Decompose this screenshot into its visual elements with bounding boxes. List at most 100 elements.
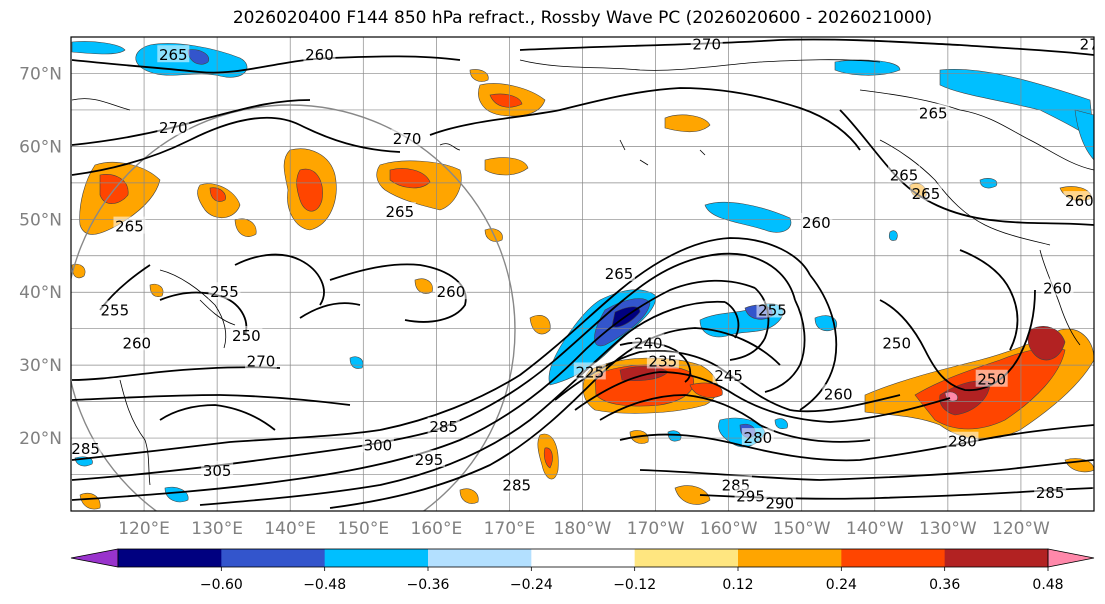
colorbar-ticks: −0.60 −0.48 −0.36 −0.24 −0.12 0.12 0.24 0.36 0.4…: [200, 567, 1064, 593]
colorbar-segment: [221, 549, 326, 567]
colorbar-tick-label: −0.48: [303, 577, 346, 593]
colorbar-outline: [117, 548, 1049, 568]
colorbar-tick-label: 0.36: [929, 577, 960, 593]
contour-label: 260: [1065, 192, 1094, 210]
contour-label-bg: [157, 45, 190, 63]
coastlines: [71, 59, 1094, 486]
contour-label: 280: [744, 429, 773, 447]
contour-label: 280: [948, 433, 977, 451]
contour-label-bg: [1092, 475, 1094, 493]
colorbar-tick-label: 0.24: [826, 577, 857, 593]
contour-label: 260: [1043, 280, 1072, 298]
refractivity-contours: [71, 38, 1094, 509]
contour-label: 265: [919, 105, 948, 123]
great-circle-outline: [71, 104, 516, 511]
colorbar-segment: [324, 549, 429, 567]
positive-anomaly-shading: [71, 69, 1094, 510]
contour-label-bg: [71, 439, 102, 457]
contour-label-bg: [1041, 278, 1074, 296]
longitude-label: 140°W: [846, 519, 904, 539]
colorbar-tick-label: −0.12: [613, 577, 656, 593]
colorbar-extend-min: [70, 548, 119, 568]
contour-label: 265: [605, 265, 634, 283]
contour-label: 255: [758, 301, 787, 319]
contour-label: 295: [736, 487, 765, 505]
contour-label-bg: [822, 384, 855, 402]
contour-label: 290: [765, 495, 794, 513]
longitude-label: 140°E: [264, 519, 316, 539]
contour-label: 285: [1036, 484, 1065, 502]
contour-label-bg: [1078, 37, 1094, 52]
contour-label: 285: [429, 418, 458, 436]
contour-label-bg: [98, 300, 131, 318]
contour-label-bg: [113, 216, 146, 234]
map-title: 2026020400 F144 850 hPa refract., Rossby…: [232, 8, 933, 28]
contour-label: 255: [101, 301, 130, 319]
colorbar-tick-label: −0.24: [510, 577, 553, 593]
longitude-label: 130°W: [919, 519, 977, 539]
graticule: [71, 37, 1094, 511]
colorbar-segment: [634, 549, 739, 567]
contour-label: 240: [634, 334, 663, 352]
contour-label: 285: [71, 440, 100, 458]
latitude-label: 60°N: [19, 137, 62, 157]
contour-label: 285: [502, 476, 531, 494]
colorbar-tick-label: −0.60: [200, 577, 243, 593]
colorbar-segment: [944, 549, 1049, 567]
longitude-labels: 120°E 130°E 140°E 150°E 160°E 170°E 180°W 170°W…: [118, 519, 1050, 539]
contour-label-bg: [946, 431, 979, 449]
contour-label-bg: [917, 103, 950, 121]
contour-label-bg: [734, 486, 767, 504]
colorbar-tick-label: −0.36: [407, 577, 450, 593]
latitude-labels: 70°N 60°N 50°N 40°N 30°N 20°N: [19, 64, 62, 449]
latitude-label: 40°N: [19, 283, 62, 303]
latitude-label: 20°N: [19, 429, 62, 449]
contour-label-bg: [646, 351, 679, 369]
contour-label-bg: [975, 369, 1008, 387]
contour-label-bg: [632, 333, 665, 351]
contour-label: 250: [977, 371, 1006, 389]
contour-label: 295: [415, 451, 444, 469]
contour-label-bg: [208, 282, 241, 300]
colorbar-extend-max: [1047, 548, 1095, 568]
latitude-label: 50°N: [19, 210, 62, 230]
contour-label: 300: [364, 436, 393, 454]
contour-label-bg: [361, 435, 394, 453]
contour-label-bg: [763, 493, 796, 511]
longitude-label: 120°W: [992, 519, 1050, 539]
contour-label: 265: [386, 203, 415, 221]
contour-label: 270: [692, 35, 721, 53]
colorbar-segment: [841, 549, 946, 567]
longitude-label: 150°W: [773, 519, 831, 539]
longitude-label: 180°W: [554, 519, 612, 539]
contour-label-bg: [573, 362, 606, 380]
contour-label-bg: [201, 460, 234, 478]
contour-label-bg: [391, 129, 424, 147]
colorbar-tick-label: 0.48: [1032, 577, 1063, 593]
colorbar-segment: [531, 549, 636, 567]
colorbar-segment: [428, 549, 532, 567]
longitude-label: 130°E: [191, 519, 243, 539]
contour-label-bg: [230, 325, 263, 343]
contour-label: 265: [912, 185, 941, 203]
contour-label-bg: [383, 202, 416, 220]
contour-label-bg: [303, 45, 336, 63]
contour-label: 305: [203, 462, 232, 480]
contour-label: 260: [802, 214, 831, 232]
contour-label: 255: [210, 283, 239, 301]
colorbar-segment: [118, 549, 222, 567]
longitude-label: 170°W: [627, 519, 685, 539]
contour-label-bg: [427, 417, 460, 435]
contour-label-bg: [413, 449, 446, 467]
contour-label: 270: [159, 119, 188, 137]
contour-label-bg: [244, 351, 277, 369]
contour-label: 245: [714, 367, 743, 385]
contour-label-bg: [712, 366, 745, 384]
contour-label: 265: [159, 46, 188, 64]
contour-label-bg: [120, 333, 153, 351]
contour-label-bg: [800, 212, 833, 230]
colorbar-segment: [738, 549, 842, 567]
longitude-label: 160°W: [700, 519, 758, 539]
contour-label-bg: [909, 183, 942, 201]
